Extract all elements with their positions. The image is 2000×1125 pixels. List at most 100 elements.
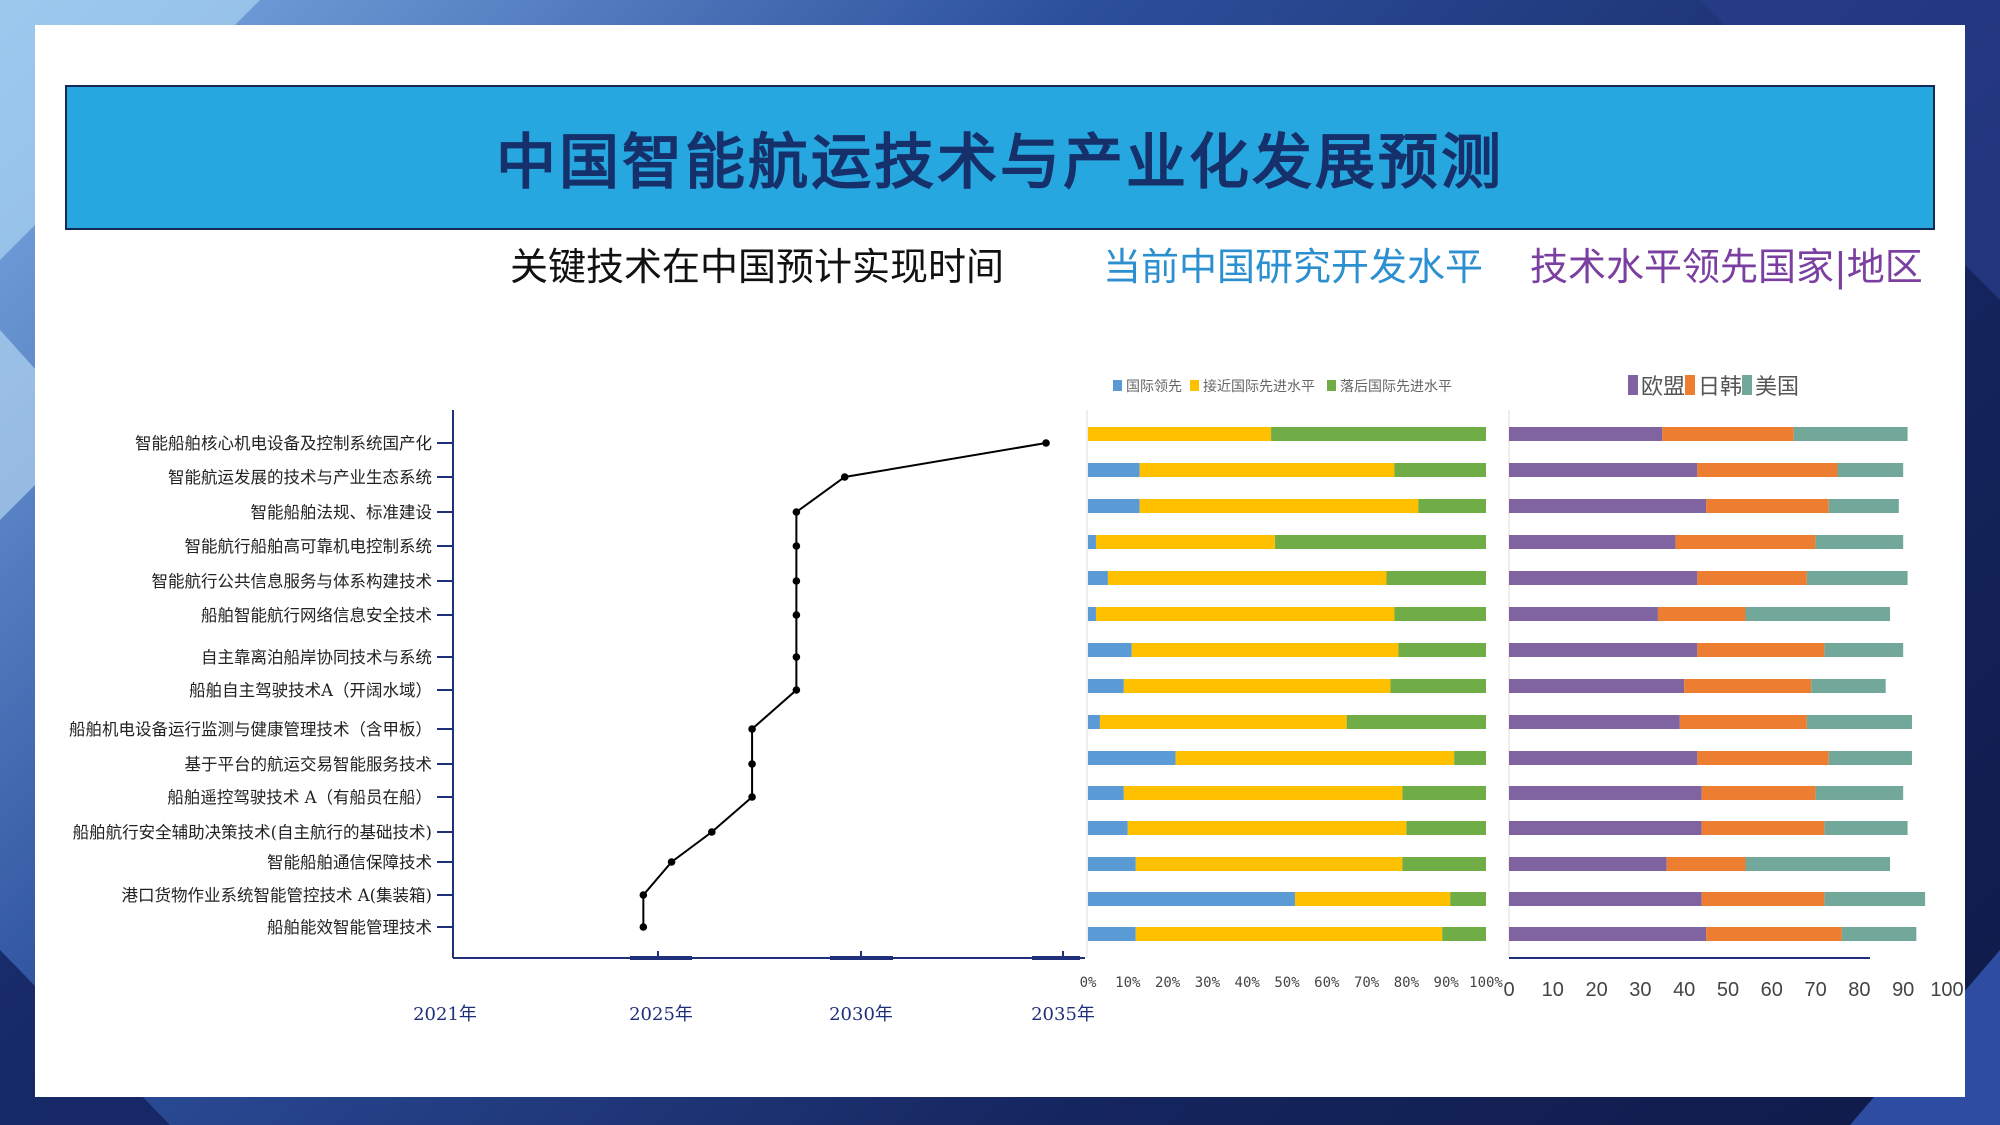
level-bar-落后国际先进水平 <box>1386 571 1486 585</box>
level-bar-国际领先 <box>1088 571 1108 585</box>
level-bar-接近国际先进水平 <box>1107 571 1387 585</box>
timeline-category-label: 智能船舶核心机电设备及控制系统国产化 <box>135 434 432 453</box>
region-bar-美国 <box>1745 857 1891 871</box>
level-legend-swatch <box>1113 380 1122 391</box>
region-bar-欧盟 <box>1509 821 1702 835</box>
timeline-category-label: 船舶智能航行网络信息安全技术 <box>201 606 432 625</box>
region-bar-美国 <box>1793 427 1908 441</box>
region-bar-美国 <box>1824 643 1904 657</box>
level-bar-接近国际先进水平 <box>1294 892 1451 906</box>
region-bar-美国 <box>1806 571 1908 585</box>
level-bar-国际领先 <box>1088 607 1096 621</box>
level-bar-接近国际先进水平 <box>1127 821 1407 835</box>
timeline-point <box>840 473 849 481</box>
region-bar-欧盟 <box>1509 499 1707 513</box>
timeline-category-label: 智能航运发展的技术与产业生态系统 <box>168 468 432 487</box>
level-bar-落后国际先进水平 <box>1271 427 1486 441</box>
level-bar-落后国际先进水平 <box>1346 715 1486 729</box>
region-bar-欧盟 <box>1509 857 1667 871</box>
region-legend-swatch <box>1685 375 1695 395</box>
region-bar-欧盟 <box>1509 679 1685 693</box>
timeline-point <box>792 542 801 550</box>
level-x-tick-label: 90% <box>1434 975 1460 991</box>
timeline-x-tick-label: 2025年 <box>629 1004 693 1025</box>
level-bar-国际领先 <box>1088 821 1128 835</box>
level-bar-国际领先 <box>1088 892 1295 906</box>
region-legend-swatch <box>1628 375 1638 395</box>
level-legend-swatch <box>1327 380 1336 391</box>
region-x-tick-label: 20 <box>1585 979 1607 1001</box>
level-x-tick-label: 30% <box>1195 975 1221 991</box>
timeline-point <box>1042 439 1050 447</box>
region-bar-日韩 <box>1697 463 1838 477</box>
region-bar-欧盟 <box>1509 715 1680 729</box>
level-bar-接近国际先进水平 <box>1095 535 1276 549</box>
region-bar-欧盟 <box>1509 535 1676 549</box>
timeline-point <box>748 793 756 801</box>
level-bar-落后国际先进水平 <box>1394 607 1486 621</box>
level-bar-国际领先 <box>1088 499 1140 513</box>
level-bar-国际领先 <box>1088 463 1140 477</box>
subtitle-leading-region: 技术水平领先国家|地区 <box>1530 245 1923 289</box>
region-bar-美国 <box>1828 751 1912 765</box>
region-x-tick-label: 60 <box>1761 979 1783 1001</box>
level-legend-swatch <box>1190 380 1199 391</box>
level-bar-接近国际先进水平 <box>1175 751 1455 765</box>
region-bar-美国 <box>1841 927 1917 941</box>
region-bar-日韩 <box>1697 571 1807 585</box>
region-bar-美国 <box>1815 535 1904 549</box>
level-bar-落后国际先进水平 <box>1442 927 1486 941</box>
level-bar-落后国际先进水平 <box>1394 463 1486 477</box>
region-bar-日韩 <box>1697 643 1825 657</box>
timeline-point <box>667 858 676 866</box>
region-bar-欧盟 <box>1509 571 1698 585</box>
region-bar-日韩 <box>1679 715 1807 729</box>
level-bar-接近国际先进水平 <box>1139 463 1395 477</box>
level-bar-接近国际先进水平 <box>1131 643 1399 657</box>
timeline-category-label: 港口货物作业系统智能管控技术 A(集装箱) <box>121 886 432 905</box>
level-bar-国际领先 <box>1088 751 1176 765</box>
region-legend-label: 欧盟 <box>1641 375 1685 400</box>
timeline-line <box>642 442 1047 927</box>
level-bar-接近国际先进水平 <box>1095 607 1395 621</box>
timeline-category-label: 智能航行船舶高可靠机电控制系统 <box>185 537 433 556</box>
timeline-point <box>792 611 801 619</box>
region-bar-日韩 <box>1684 679 1812 693</box>
level-bar-国际领先 <box>1088 786 1124 800</box>
region-bar-美国 <box>1837 463 1904 477</box>
timeline-x-tick-label: 2030年 <box>829 1004 893 1025</box>
region-bar-欧盟 <box>1509 927 1707 941</box>
level-x-tick-label: 50% <box>1274 975 1300 991</box>
region-bar-美国 <box>1806 715 1912 729</box>
timeline-point <box>639 891 648 899</box>
level-bar-国际领先 <box>1088 643 1132 657</box>
timeline-point <box>792 686 801 694</box>
region-bar-日韩 <box>1657 607 1746 621</box>
level-bar-国际领先 <box>1088 535 1096 549</box>
level-x-tick-label: 60% <box>1314 975 1340 991</box>
level-x-tick-label: 80% <box>1394 975 1420 991</box>
level-bar-落后国际先进水平 <box>1402 857 1486 871</box>
region-bar-美国 <box>1824 821 1908 835</box>
timeline-category-label: 智能船舶法规、标准建设 <box>251 503 433 522</box>
region-bar-欧盟 <box>1509 643 1698 657</box>
subtitle-timeline: 关键技术在中国预计实现时间 <box>510 245 1005 289</box>
subtitle-rd-level: 当前中国研究开发水平 <box>1103 245 1484 289</box>
region-bar-欧盟 <box>1509 427 1663 441</box>
timeline-category-label: 基于平台的航运交易智能服务技术 <box>185 755 433 774</box>
region-bar-美国 <box>1824 892 1926 906</box>
timeline-x-tick-label: 2021年 <box>413 1004 477 1025</box>
level-legend-label: 落后国际先进水平 <box>1340 379 1452 395</box>
level-bar-国际领先 <box>1088 927 1136 941</box>
region-bar-日韩 <box>1701 786 1816 800</box>
level-bar-接近国际先进水平 <box>1088 427 1272 441</box>
region-bar-欧盟 <box>1509 751 1698 765</box>
region-bar-日韩 <box>1701 821 1825 835</box>
region-legend-label: 美国 <box>1755 375 1799 400</box>
title-banner: 中国智能航运技术与产业化发展预测 <box>65 85 1935 230</box>
region-x-tick-label: 70 <box>1804 979 1826 1001</box>
region-bar-日韩 <box>1706 927 1842 941</box>
timeline-x-tick-label: 2035年 <box>1031 1004 1095 1025</box>
level-bar-落后国际先进水平 <box>1390 679 1486 693</box>
region-bar-美国 <box>1745 607 1891 621</box>
